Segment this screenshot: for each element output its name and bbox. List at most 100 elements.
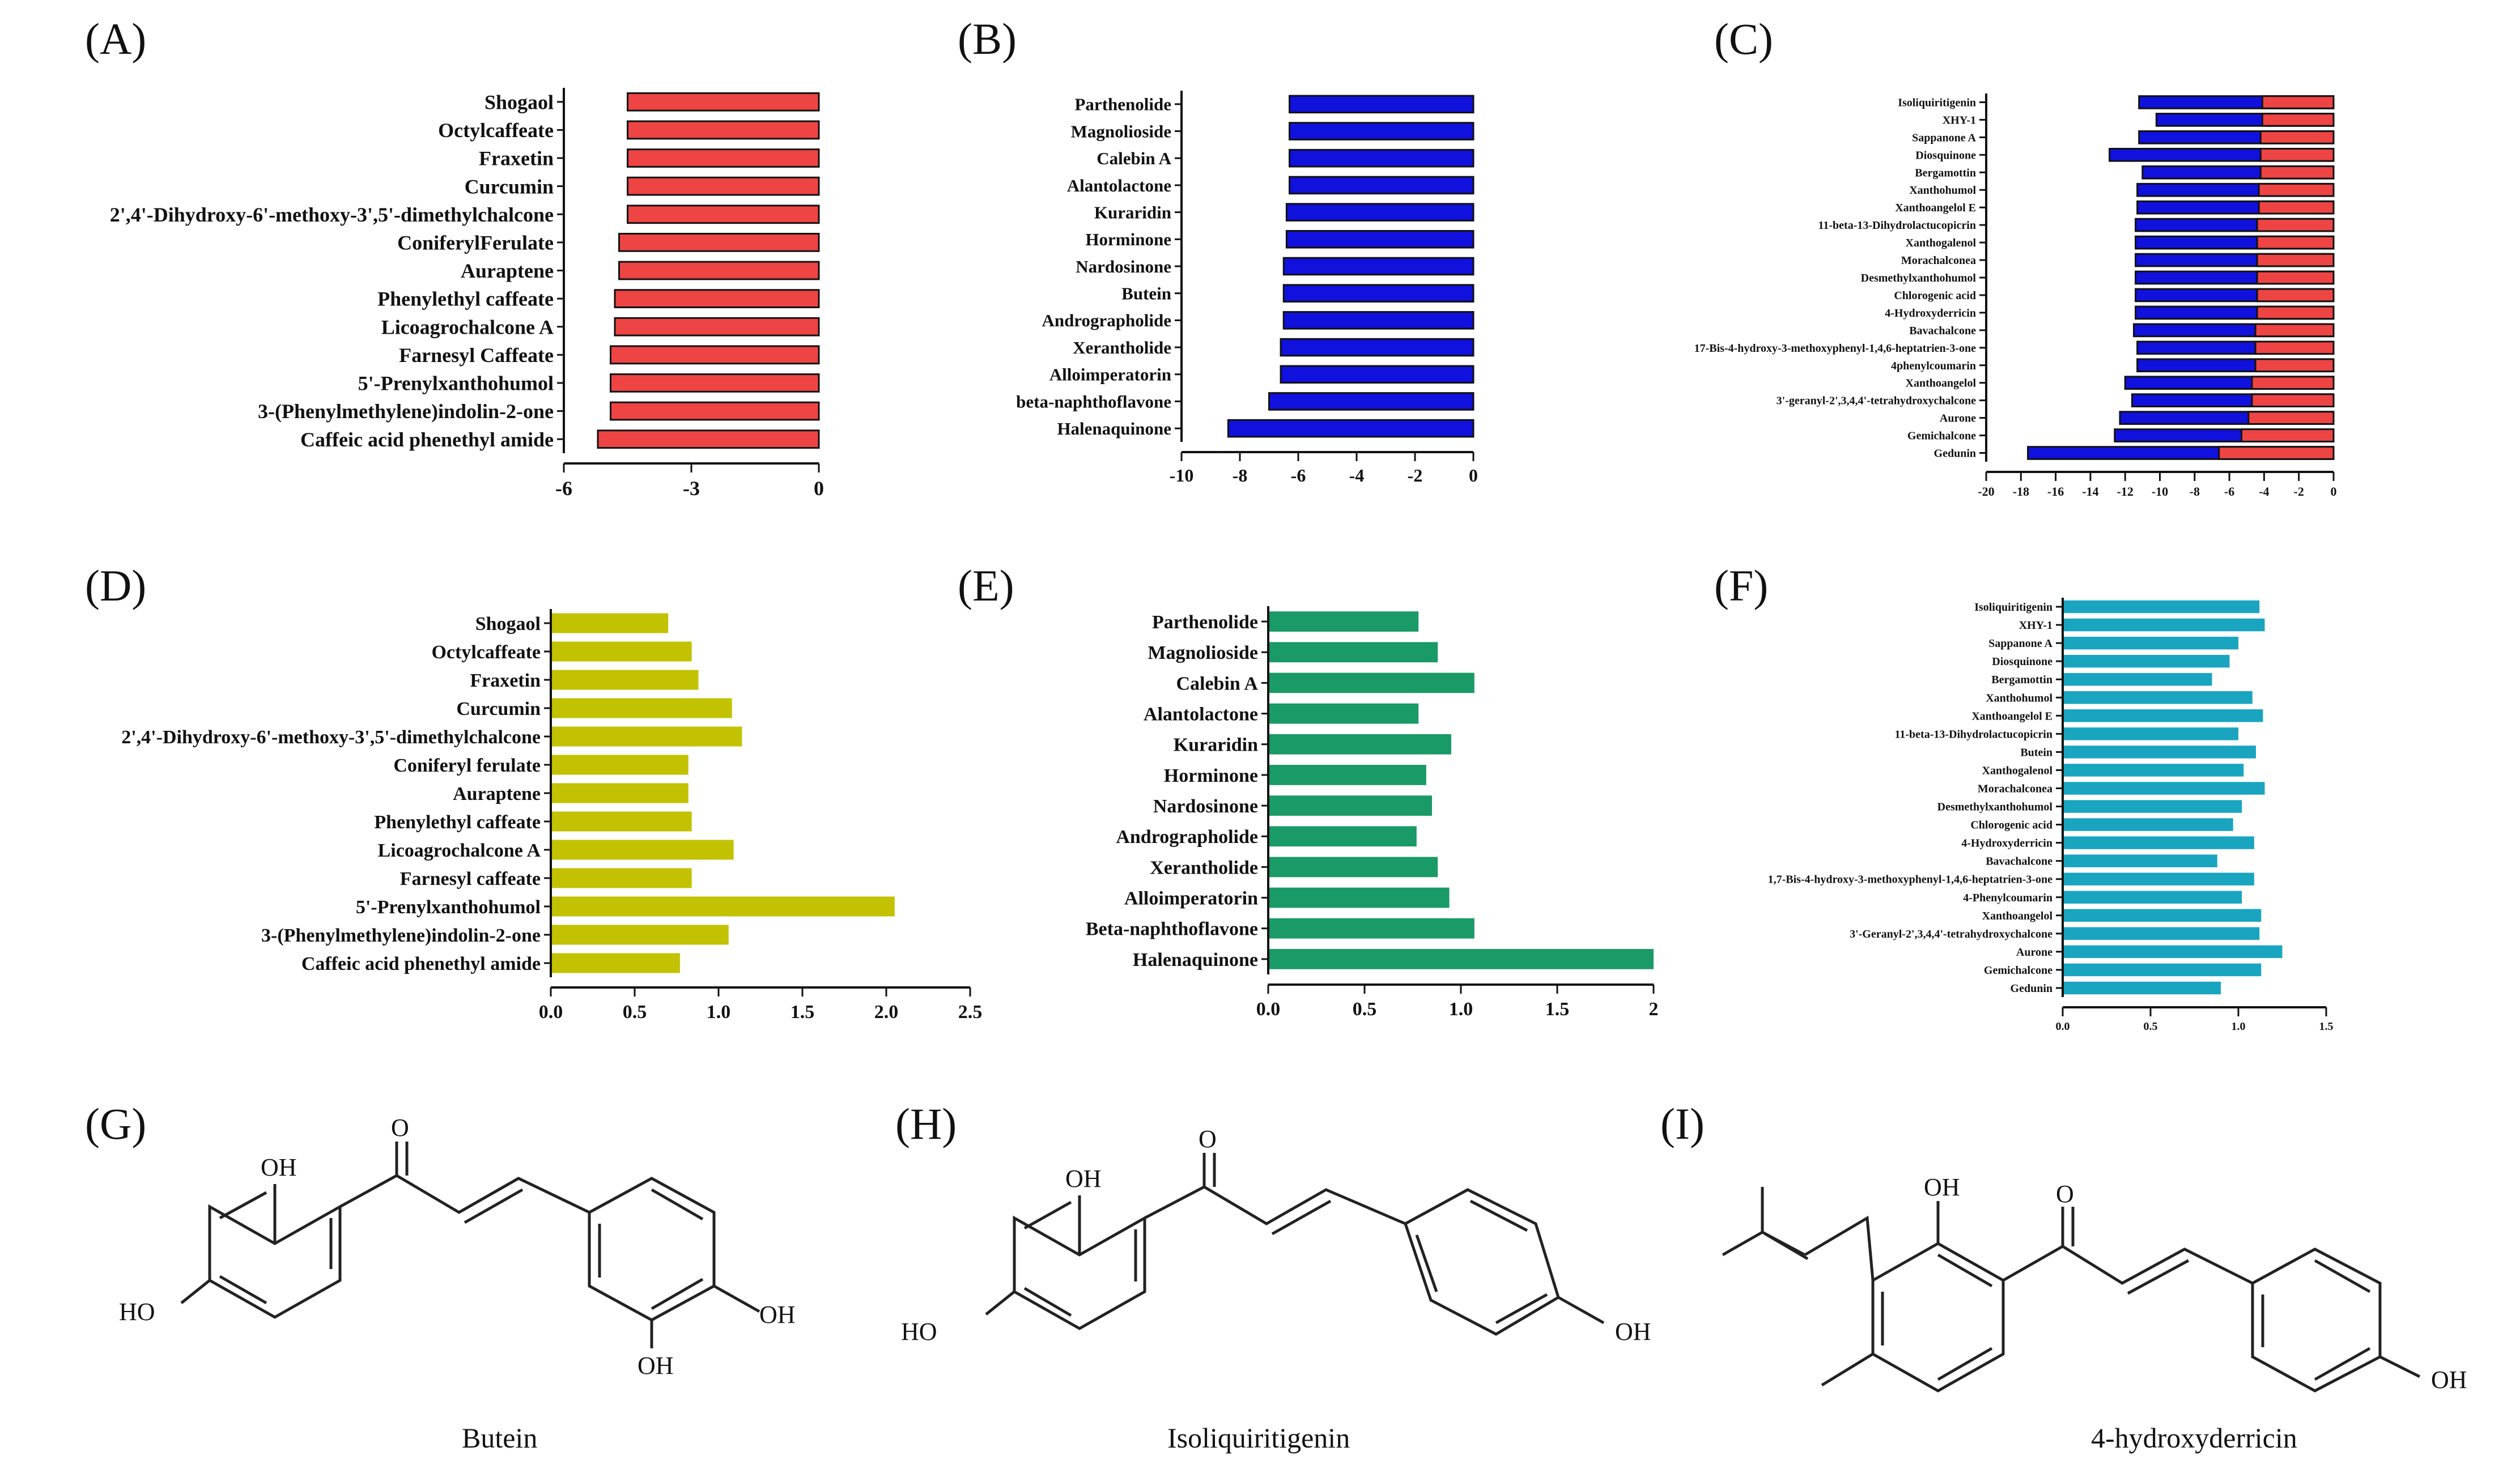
category-label-f-1: XHY-1 — [2019, 619, 2052, 632]
xtick-label-b-3: -4 — [1349, 465, 1365, 486]
bar-f-8 — [2063, 746, 2256, 759]
category-label-f-17: Xanthoangelol — [1982, 910, 2053, 922]
bar-b-6 — [1282, 257, 1474, 276]
bar-c-s1-6 — [2258, 200, 2335, 215]
xtick-label-b-1: -8 — [1233, 465, 1248, 486]
category-label-c-15: 4phenylcoumarin — [1891, 360, 1976, 372]
category-label-c-1: XHY-1 — [1943, 114, 1976, 126]
category-label-b-3: Alantolactone — [1067, 176, 1171, 195]
category-label-f-4: Bergamottin — [1991, 674, 2052, 686]
bar-d-9 — [551, 868, 692, 888]
xtick-label-e-0: 0.0 — [1256, 999, 1281, 1020]
bar-f-10 — [2063, 782, 2265, 795]
category-label-c-14: 17-Bis-4-hydroxy-3-methoxyphenyl-1,4,6-h… — [1694, 342, 1977, 355]
category-label-a-9: Farnesyl Caffeate — [399, 344, 554, 367]
bar-d-5 — [551, 755, 689, 775]
bar-f-1 — [2063, 618, 2265, 632]
bar-c-s1-16 — [2251, 376, 2335, 390]
bar-a-8 — [614, 317, 820, 337]
xtick-label-f-2: 1.0 — [2232, 1020, 2246, 1033]
xtick-label-c-0: -20 — [1978, 484, 1994, 499]
xtick-label-c-1: -18 — [2013, 484, 2029, 499]
bar-e-7 — [1268, 826, 1417, 847]
category-label-d-11: 3-(Phenylmethylene)indolin-2-one — [261, 925, 541, 946]
category-label-b-4: Kuraridin — [1094, 202, 1171, 222]
xtick-label-e-1: 0.5 — [1353, 999, 1377, 1020]
xtick-label-b-0: -10 — [1170, 465, 1194, 486]
xtick-label-e-4: 2 — [1649, 999, 1659, 1020]
category-label-c-10: Desmethylxanthohumol — [1861, 272, 1977, 284]
butein-oh-right: OH — [759, 1301, 796, 1329]
category-label-d-2: Fraxetin — [470, 670, 541, 691]
category-label-d-12: Caffeic acid phenethyl amide — [301, 953, 541, 974]
category-label-a-5: ConiferylFerulate — [397, 231, 554, 254]
isoliq-ho-left: HO — [901, 1318, 937, 1345]
category-label-a-7: Phenylethyl caffeate — [377, 288, 554, 310]
category-label-f-13: 4-Hydroxyderricin — [1961, 837, 2052, 850]
category-label-f-2: Sappanone A — [1988, 637, 2052, 650]
xtick-label-c-4: -12 — [2117, 484, 2134, 499]
category-label-b-12: Halenaquinone — [1057, 419, 1171, 438]
bar-c-s1-5 — [2258, 182, 2335, 197]
bar-f-9 — [2063, 764, 2244, 777]
bar-b-1 — [1289, 122, 1474, 140]
xtick-label-a-0: -6 — [555, 477, 572, 500]
category-label-b-6: Nardosinone — [1076, 257, 1171, 276]
bar-d-12 — [551, 953, 680, 973]
category-label-a-3: Curcumin — [465, 175, 554, 198]
xtick-label-f-3: 1.5 — [2319, 1020, 2334, 1033]
bar-c-s1-0 — [2261, 95, 2335, 109]
bar-d-3 — [551, 698, 732, 718]
panel-label-f: (F) — [1714, 561, 1768, 610]
bar-c-s1-11 — [2256, 288, 2335, 303]
category-label-c-8: Xanthogalenol — [1906, 237, 1977, 249]
category-label-f-6: Xanthoangelol E — [1971, 710, 2052, 722]
category-label-e-6: Nardosinone — [1153, 796, 1258, 817]
bar-a-1 — [627, 120, 820, 140]
xtick-label-c-7: -6 — [2224, 484, 2234, 499]
panel-label-i: (I) — [1660, 1099, 1705, 1148]
category-label-c-11: Chlorogenic acid — [1894, 289, 1976, 302]
bar-f-13 — [2063, 836, 2254, 849]
bar-b-4 — [1285, 203, 1474, 222]
bar-f-11 — [2063, 800, 2242, 813]
category-label-d-9: Farnesyl caffeate — [400, 868, 541, 889]
bar-b-7 — [1282, 284, 1474, 303]
category-label-b-8: Andrographolide — [1042, 310, 1171, 330]
bar-e-10 — [1268, 918, 1474, 939]
category-label-c-20: Gedunin — [1934, 448, 1976, 460]
bar-c-s1-17 — [2251, 393, 2335, 407]
category-label-e-3: Alantolactone — [1144, 704, 1258, 725]
category-label-e-9: Alloimperatorin — [1124, 888, 1258, 909]
category-label-a-10: 5'-Prenylxanthohumol — [358, 372, 554, 395]
category-label-e-2: Calebin A — [1176, 673, 1258, 694]
bar-d-0 — [551, 613, 669, 633]
bar-f-18 — [2063, 927, 2260, 940]
category-label-c-3: Diosquinone — [1915, 149, 1976, 161]
category-label-e-5: Horminone — [1164, 765, 1258, 786]
isoliq-oh-right: OH — [1615, 1318, 1651, 1345]
category-label-c-5: Xanthohumol — [1909, 184, 1976, 197]
bar-e-4 — [1268, 734, 1451, 755]
bar-e-3 — [1268, 703, 1419, 724]
bar-e-5 — [1268, 765, 1426, 785]
category-label-b-0: Parthenolide — [1075, 95, 1172, 114]
category-label-f-8: Butein — [2020, 746, 2052, 759]
bar-b-9 — [1280, 338, 1474, 357]
chart-e: Parthenolide Magnolioside Calebin A Alantol… — [1086, 606, 1659, 1020]
xtick-label-c-10: 0 — [2331, 484, 2337, 499]
bar-f-6 — [2063, 709, 2263, 722]
bar-c-s1-9 — [2256, 253, 2335, 267]
bar-f-0 — [2063, 600, 2260, 614]
category-label-e-10: Beta-naphthoflavone — [1086, 919, 1258, 940]
category-label-f-9: Xanthogalenol — [1982, 764, 2053, 777]
category-label-d-0: Shogaol — [475, 614, 541, 635]
bar-a-5 — [618, 233, 820, 252]
category-label-c-7: 11-beta-13-Dihydrolactucopicrin — [1818, 219, 1976, 232]
bar-f-14 — [2063, 854, 2217, 867]
panel-label-e: (E) — [958, 561, 1014, 610]
category-label-a-12: Caffeic acid phenethyl amide — [300, 428, 554, 451]
category-label-a-8: Licoagrochalcone A — [381, 316, 554, 338]
chart-d: Shogaol Octylcaffeate Fraxetin Curcumin 2',4… — [121, 609, 982, 1023]
